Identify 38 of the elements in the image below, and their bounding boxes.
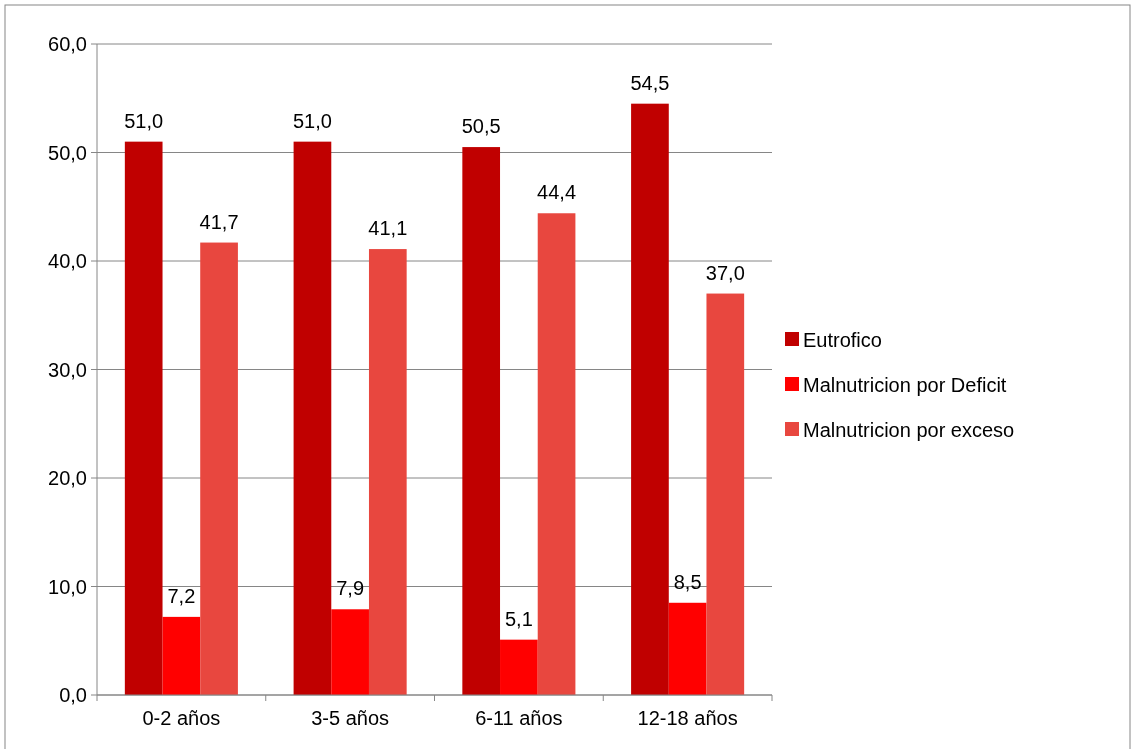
bar [500,639,538,695]
legend-label: Eutrofico [803,329,882,351]
bar [293,141,332,695]
x-tick-label: 6-11 años [475,707,563,729]
data-label: 54,5 [630,71,670,94]
bar [668,602,707,695]
bar [368,249,407,695]
x-tick-label: 0-2 años [142,707,221,729]
bar [200,242,238,695]
y-tick-label: 0,0 [59,684,87,706]
y-tick-label: 20,0 [48,467,87,489]
y-tick-label: 40,0 [48,250,87,272]
y-tick-label: 30,0 [48,358,87,381]
data-label: 37,0 [705,261,745,284]
data-label: 51,0 [124,109,164,132]
data-label: 7,2 [167,584,196,607]
y-tick-label: 50,0 [48,141,87,164]
y-tick-label: 60,0 [48,33,87,55]
x-tick-label: 3-5 años [311,707,390,729]
data-label: 44,4 [537,181,577,204]
y-tick-label: 10,0 [48,575,87,598]
x-tick-label: 12-18 años [637,707,738,729]
bar [462,147,501,695]
bar [537,213,576,695]
legend-label: Malnutricion por exceso [803,419,1015,441]
data-label: 5,1 [504,607,533,630]
data-label: 7,9 [336,577,365,600]
bar [706,293,745,695]
data-label: 41,7 [199,210,239,233]
data-label: 50,5 [461,115,501,138]
data-label: 8,5 [673,570,702,593]
data-label: 41,1 [368,217,408,240]
bar [331,609,369,695]
legend-label: Malnutricion por Deficit [803,374,1007,396]
bar [162,616,201,695]
bar [631,103,669,695]
data-label: 51,0 [292,109,332,132]
bar [124,141,163,695]
